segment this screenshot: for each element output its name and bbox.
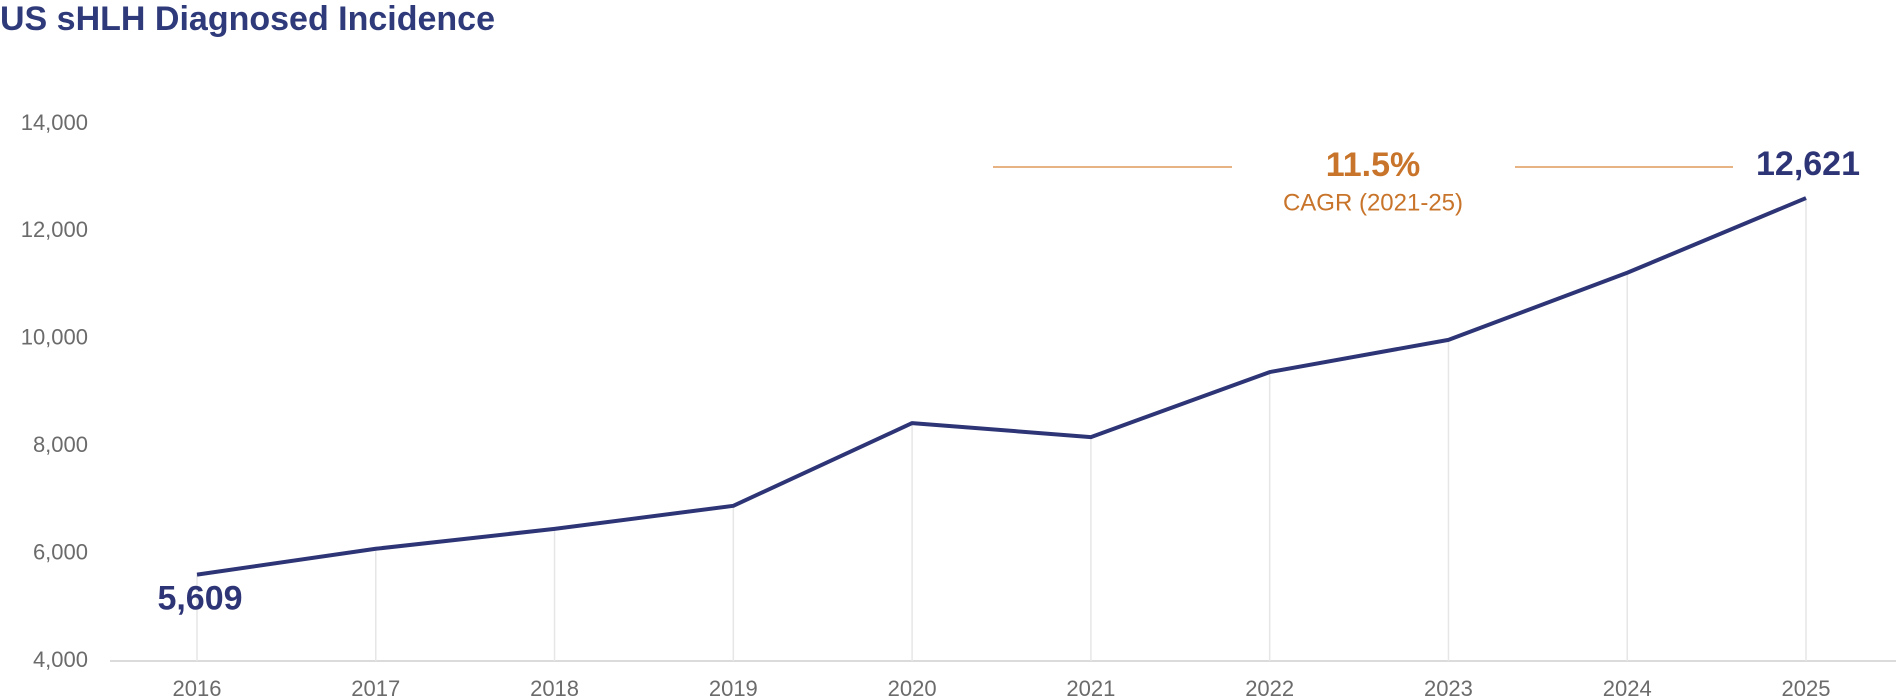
y-tick-label: 8,000 <box>33 432 88 457</box>
y-tick-label: 4,000 <box>33 647 88 672</box>
x-tick-label: 2020 <box>888 676 937 699</box>
data-label: 12,621 <box>1756 145 1860 183</box>
series-line <box>196 196 1807 577</box>
x-tick-label: 2017 <box>351 676 400 699</box>
x-tick-label: 2018 <box>530 676 579 699</box>
x-tick-label: 2019 <box>709 676 758 699</box>
y-tick-label: 14,000 <box>21 110 88 135</box>
x-tick-label: 2025 <box>1782 676 1831 699</box>
y-tick-label: 6,000 <box>33 539 88 564</box>
x-tick-label: 2021 <box>1066 676 1115 699</box>
annotation-label: CAGR (2021-25) <box>1283 189 1463 216</box>
chart-title: US sHLH Diagnosed Incidence <box>0 0 495 38</box>
x-tick-label: 2024 <box>1603 676 1652 699</box>
x-tick-label: 2022 <box>1245 676 1294 699</box>
y-tick-label: 10,000 <box>21 325 88 350</box>
x-tick-label: 2016 <box>173 676 222 699</box>
data-label: 5,609 <box>157 580 242 618</box>
x-tick-label: 2023 <box>1424 676 1473 699</box>
y-tick-label: 12,000 <box>21 217 88 242</box>
annotation-value: 11.5% <box>1326 146 1421 184</box>
